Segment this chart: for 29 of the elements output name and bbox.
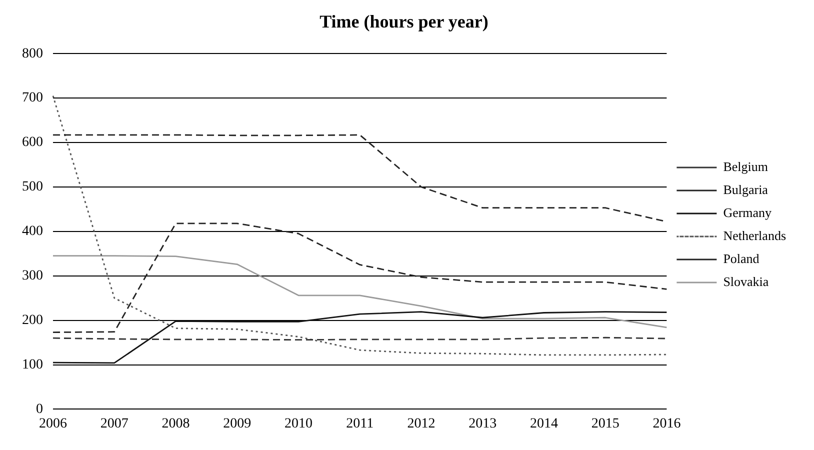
- y-tick-label: 0: [36, 402, 43, 417]
- chart-title: Time (hours per year): [320, 11, 488, 32]
- x-tick-label: 2012: [407, 416, 436, 432]
- x-tick-label: 2011: [346, 416, 374, 432]
- legend-label: Germany: [723, 204, 772, 220]
- y-tick-label: 800: [22, 46, 43, 62]
- x-tick-label: 2008: [162, 416, 190, 432]
- y-tick-label: 700: [22, 90, 43, 106]
- line-series: [52, 222, 668, 333]
- x-tick-label: 2010: [284, 416, 312, 432]
- x-tick-label: 2015: [591, 416, 620, 432]
- y-tick-label: 500: [22, 180, 43, 195]
- y-tick-label: 100: [22, 357, 43, 372]
- x-tick-label: 2007: [100, 416, 128, 432]
- legend-label: Netherlands: [723, 228, 786, 243]
- y-tick-label: 600: [22, 135, 43, 150]
- y-tick-label: 200: [22, 312, 43, 328]
- y-tick-label: 300: [22, 268, 43, 284]
- x-tick-label: 2016: [652, 416, 681, 432]
- y-tick-label: 400: [22, 224, 43, 240]
- x-tick-label: 2006: [39, 416, 67, 432]
- legend-label: Belgium: [723, 158, 768, 174]
- x-tick-label: 2009: [223, 416, 252, 432]
- legend-label: Slovakia: [723, 274, 769, 289]
- line-series: [52, 95, 668, 356]
- x-tick-label: 2014: [530, 416, 558, 432]
- legend-label: Bulgaria: [723, 182, 768, 197]
- x-tick-label: 2013: [468, 416, 497, 432]
- legend-label: Poland: [723, 250, 760, 266]
